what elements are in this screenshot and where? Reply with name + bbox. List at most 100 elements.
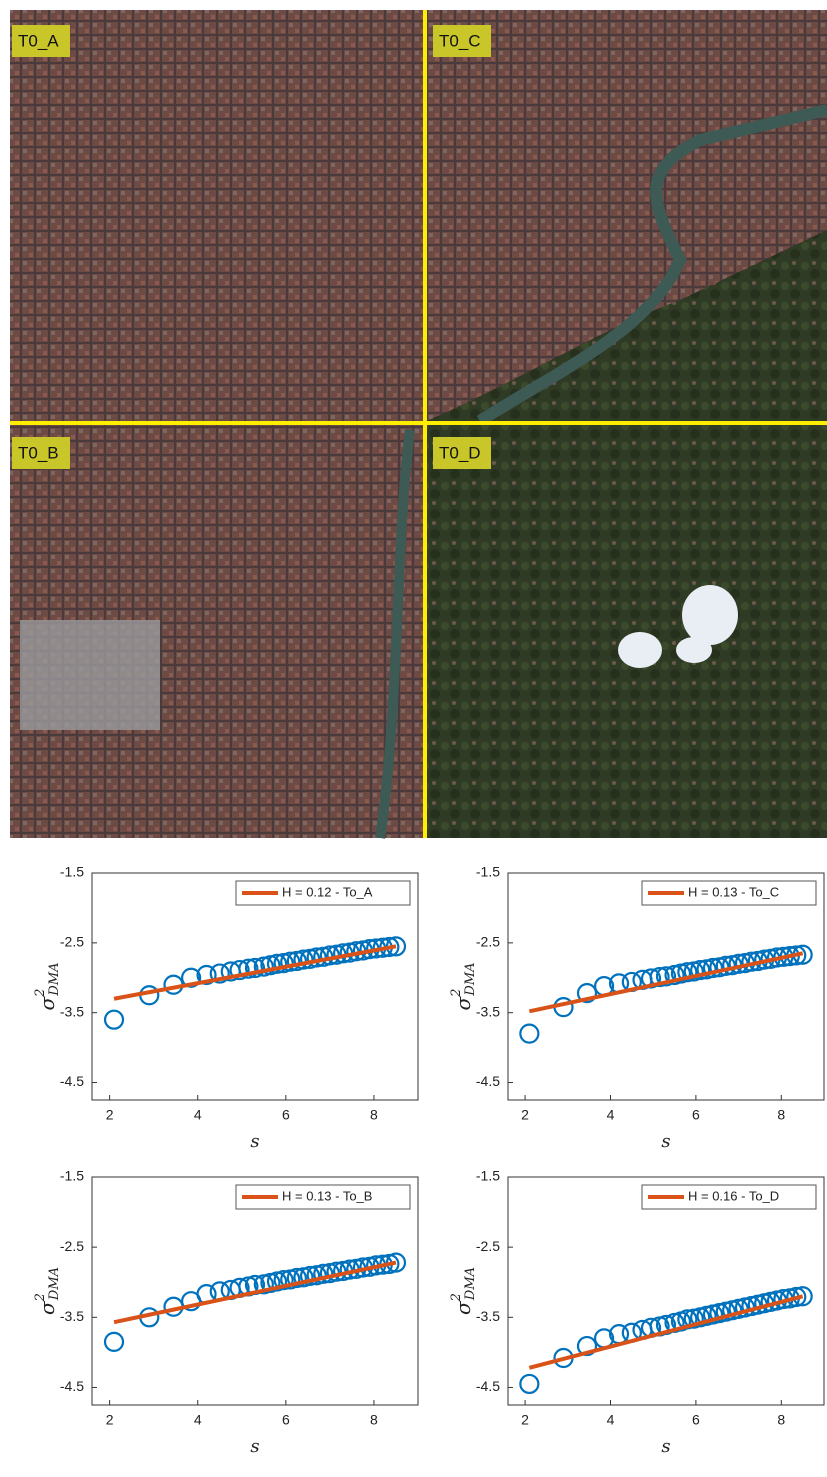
x-axis-label: s — [661, 1436, 670, 1457]
x-axis-label: s — [661, 1131, 670, 1152]
y-label-base: σ — [35, 996, 59, 1011]
y-tick-label: -1.5 — [476, 1168, 500, 1184]
panel-label: T0_D — [439, 443, 481, 462]
data-point — [293, 949, 314, 970]
legend: H = 0.13 - To_C — [641, 880, 817, 906]
panel-label: T0_B — [18, 443, 59, 462]
y-axis-label: σ2DMA — [33, 962, 62, 1010]
y-label-sub: DMA — [47, 1267, 62, 1301]
x-tick-label: 8 — [777, 1412, 785, 1428]
legend-label: H = 0.12 - To_A — [282, 884, 373, 899]
fit-line — [528, 1294, 804, 1370]
y-label-base: σ — [451, 1300, 475, 1315]
y-tick-label: -3.5 — [60, 1308, 84, 1324]
data-point — [266, 953, 288, 974]
y-label-sub: DMA — [463, 962, 478, 996]
x-tick-label: 4 — [194, 1107, 202, 1123]
data-point — [196, 964, 217, 986]
data-point — [702, 957, 724, 979]
y-label-sup: 2 — [449, 1293, 464, 1302]
legend: H = 0.16 - To_D — [641, 1184, 817, 1210]
data-point — [379, 936, 400, 958]
x-tick-label: 2 — [106, 1107, 114, 1123]
y-label-base: σ — [451, 996, 475, 1011]
label-bg — [433, 437, 491, 469]
data-point — [690, 959, 711, 981]
data-point — [181, 967, 202, 988]
data-point — [313, 1263, 334, 1284]
label-bg — [12, 25, 70, 57]
y-tick-label: -3.5 — [476, 1308, 500, 1324]
data-point — [786, 1286, 807, 1308]
data-point — [519, 1023, 540, 1044]
data-point — [238, 958, 259, 979]
fit-line — [113, 944, 397, 1001]
data-point — [273, 1270, 294, 1291]
legend: H = 0.13 - To_B — [235, 1184, 411, 1210]
data-point — [299, 1265, 321, 1287]
y-label-sup: 2 — [33, 1293, 48, 1302]
cloud — [682, 585, 738, 645]
river — [476, 104, 827, 427]
y-tick-label: -1.5 — [60, 864, 84, 880]
cloud — [676, 637, 712, 663]
y-label-base: σ — [35, 1300, 59, 1315]
data-point — [286, 1267, 307, 1289]
panel-a — [10, 10, 423, 421]
data-point — [244, 957, 266, 979]
y-tick-label: -4.5 — [476, 1073, 500, 1089]
legend-box — [235, 1184, 411, 1210]
y-tick-label: -1.5 — [476, 864, 500, 880]
x-tick-label: 4 — [607, 1412, 615, 1428]
panel-d — [427, 425, 827, 838]
data-point — [576, 1335, 598, 1357]
plot-area — [507, 872, 825, 1101]
data-point — [519, 1373, 540, 1395]
legend-label: H = 0.13 - To_C — [688, 884, 779, 899]
data-point — [103, 1331, 125, 1352]
x-tick-label: 6 — [692, 1107, 700, 1123]
satellite-image: T0_A T0_C T0_B T0_D — [10, 10, 827, 839]
y-tick-label: -4.5 — [476, 1378, 500, 1394]
fit-line — [113, 1260, 397, 1325]
x-tick-label: 8 — [370, 1107, 378, 1123]
river — [375, 429, 415, 839]
cloud — [618, 632, 662, 668]
x-axis-label: s — [250, 1436, 259, 1457]
x-tick-label: 4 — [607, 1107, 615, 1123]
divider — [10, 421, 827, 425]
y-label-sub: DMA — [463, 1267, 478, 1301]
x-tick-label: 8 — [370, 1412, 378, 1428]
data-point — [576, 983, 598, 1004]
legend-label: H = 0.16 - To_D — [688, 1188, 779, 1203]
x-tick-label: 2 — [106, 1412, 114, 1428]
label-bg — [433, 25, 491, 57]
x-tick-label: 4 — [194, 1412, 202, 1428]
y-tick-label: -2.5 — [476, 1238, 500, 1254]
x-tick-label: 6 — [692, 1412, 700, 1428]
panel-label: T0_C — [439, 31, 481, 50]
y-axis-label: σ2DMA — [33, 1267, 62, 1315]
x-tick-label: 6 — [282, 1107, 290, 1123]
x-tick-label: 6 — [282, 1412, 290, 1428]
label-bg — [12, 437, 70, 469]
data-point — [209, 963, 230, 984]
y-tick-label: -4.5 — [60, 1073, 84, 1089]
legend-label: H = 0.13 - To_B — [282, 1188, 372, 1203]
x-tick-label: 2 — [521, 1107, 529, 1123]
fit-line — [528, 951, 804, 1014]
y-label-sub: DMA — [47, 962, 62, 996]
panel-label: T0_A — [18, 31, 59, 50]
y-axis-label: σ2DMA — [449, 962, 478, 1010]
y-tick-label: -3.5 — [60, 1003, 84, 1019]
plot-area — [91, 872, 419, 1101]
data-point — [649, 966, 670, 988]
data-point — [229, 959, 250, 981]
y-tick-label: -2.5 — [60, 934, 84, 950]
y-tick-label: -1.5 — [60, 1168, 84, 1184]
y-label-sup: 2 — [449, 989, 464, 998]
